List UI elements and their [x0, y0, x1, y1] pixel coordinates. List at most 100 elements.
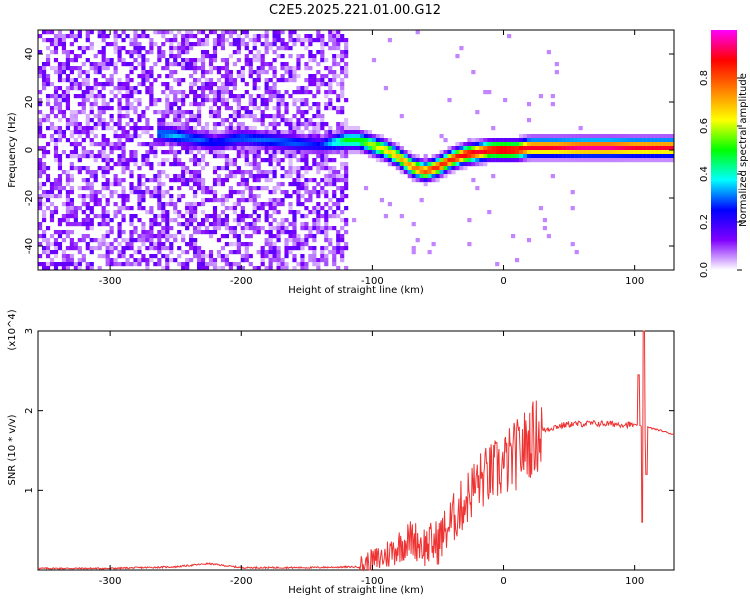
spectrogram-cell [57, 74, 63, 79]
spectrogram-cell [379, 142, 385, 147]
spectrogram-cell [208, 250, 214, 255]
spectrogram-cell [459, 46, 464, 51]
spectrogram-cell [153, 254, 158, 259]
spectrogram-cell [224, 198, 229, 203]
spectrogram-cell [177, 230, 182, 235]
spectrogram-cell [264, 46, 269, 51]
spectrogram-cell [208, 114, 214, 119]
spectrogram-cell [101, 158, 106, 163]
spectrogram-cell [371, 142, 377, 147]
spectrogram-cell [284, 262, 289, 267]
spectrogram-cell [598, 154, 603, 159]
spectrogram-cell [65, 118, 70, 123]
spectrogram-cell [240, 74, 245, 79]
spectrogram-cell [467, 158, 472, 163]
spectrogram-cell [654, 158, 659, 163]
spectrogram-cell [157, 262, 162, 267]
spectrogram-cell [197, 30, 202, 35]
spectrogram-cell [149, 246, 154, 251]
spectrogram-cell [141, 226, 146, 231]
spectrogram-cell [328, 38, 333, 43]
spectrogram-cell [97, 150, 102, 155]
spectrogram-cell [157, 198, 162, 203]
spectrogram-cell [69, 134, 74, 139]
spectrogram-cell [89, 262, 94, 267]
spectrogram-cell [336, 122, 341, 127]
spectrogram-cell [97, 122, 102, 127]
spectrogram-cell [236, 250, 241, 255]
spectrogram-cell [391, 154, 396, 159]
spectrogram-cell [626, 158, 631, 163]
spectrogram-cell [137, 114, 142, 119]
spectrogram-cell [268, 90, 273, 95]
spectrogram-cell [61, 62, 67, 67]
spectrogram-cell [431, 178, 436, 183]
spectrogram-cell [153, 146, 158, 151]
spectrogram-cell [538, 138, 544, 143]
spectrogram-cell [53, 102, 59, 107]
spectrogram-cell [224, 58, 229, 63]
spectrogram-cell [336, 126, 341, 131]
spectrogram-cell [97, 242, 102, 247]
spectrogram-cell [45, 238, 51, 243]
spectrogram-cell [169, 30, 174, 35]
spectrogram-cell [145, 122, 150, 127]
spectrogram-cell [288, 78, 293, 83]
spectrogram-cell [161, 170, 166, 175]
spectrogram-cell [443, 174, 448, 179]
spectrogram-cell [65, 102, 70, 107]
spectrogram-cell [173, 58, 178, 63]
spectrogram-cell [272, 158, 277, 163]
spectrogram-cell [264, 146, 269, 151]
spectrogram-cell [224, 38, 229, 43]
spectrogram-cell [276, 114, 281, 119]
spectrogram-cell [304, 206, 309, 211]
spectrogram-cell [38, 162, 43, 167]
spectrogram-cell [530, 150, 536, 155]
spectrogram-cell [288, 150, 293, 155]
spectrogram-cell [308, 122, 313, 127]
spectrogram-cell [212, 182, 218, 187]
spectrogram-cell [403, 158, 408, 163]
spectrogram-cell [129, 242, 134, 247]
spectrogram-cell [240, 150, 245, 155]
spectrogram-cell [292, 238, 297, 243]
spectrogram-cell [503, 150, 508, 155]
spectrogram-cell [109, 258, 114, 263]
spectrogram-cell [177, 98, 182, 103]
spectrogram-cell [296, 190, 301, 195]
spectrogram-cell [145, 118, 150, 123]
spectrogram-cell [268, 230, 273, 235]
spectrogram-cell [264, 78, 269, 83]
spectrogram-cell [340, 110, 345, 115]
spectrogram-cell [125, 34, 130, 39]
spectrogram-cell [320, 162, 325, 167]
spectrogram-cell [264, 218, 269, 223]
spectrogram-cell [121, 58, 126, 63]
spectrogram-cell [169, 162, 174, 167]
spectrogram-cell [105, 62, 110, 67]
spectrogram-cell [157, 238, 162, 243]
spectrogram-cell [662, 158, 667, 163]
spectrogram-cell [216, 250, 222, 255]
spectrogram-cell [149, 126, 154, 131]
y-tick-label: 3 [24, 328, 35, 334]
spectrogram-cell [101, 222, 106, 227]
spectrogram-cell [85, 130, 90, 135]
spectrogram-cell [236, 266, 241, 271]
spectrogram-cell [324, 226, 329, 231]
spectrogram-cell [89, 102, 94, 107]
spectrogram-cell [185, 126, 190, 131]
spectrogram-cell [73, 142, 78, 147]
spectrogram-cell [57, 102, 63, 107]
spectrogram-cell [45, 62, 51, 67]
spectrogram-cell [328, 150, 333, 155]
spectrogram-cell [220, 166, 226, 171]
spectrogram-cell [165, 86, 170, 91]
spectrogram-cell [264, 82, 269, 87]
spectrogram-cell [38, 130, 43, 135]
spectrogram-cell [77, 222, 82, 227]
spectrogram-cell [332, 190, 337, 195]
spectrogram-cell [586, 138, 591, 143]
spectrogram-cell [248, 234, 253, 239]
